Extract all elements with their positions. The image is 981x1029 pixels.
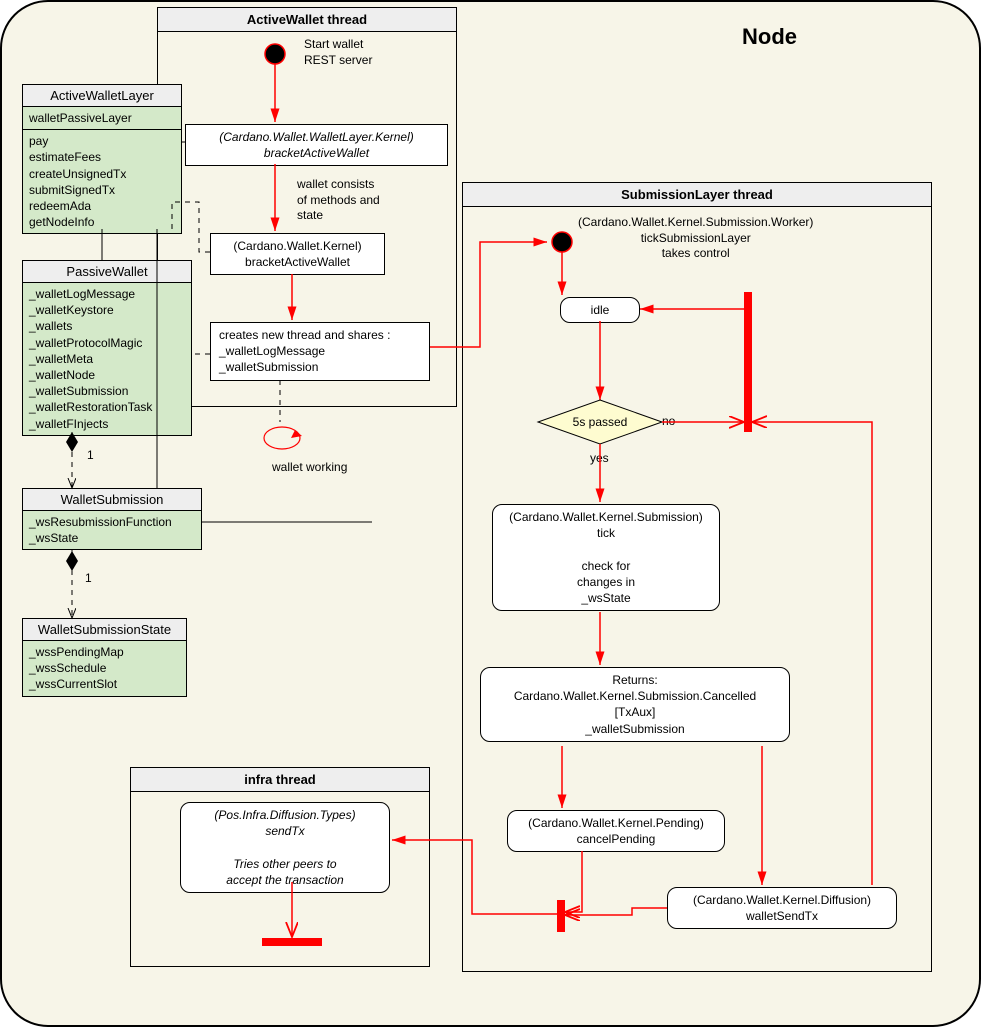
infra-thread-title: infra thread (131, 768, 429, 792)
bracket-active-wallet: (Cardano.Wallet.Kernel) bracketActiveWal… (210, 233, 385, 275)
sendtx-line2: sendTx (265, 824, 304, 838)
bracket1-line1: (Cardano.Wallet.WalletLayer.Kernel) (219, 130, 414, 144)
start-wallet-text: Start wallet REST server (304, 37, 372, 68)
comp-label-1b: 1 (85, 571, 92, 585)
sendtx-line3: Tries other peers to (233, 857, 336, 871)
returns-box: Returns: Cardano.Wallet.Kernel.Submissio… (480, 667, 790, 742)
activewallet-thread-title: ActiveWallet thread (158, 8, 456, 32)
class-walletsubmission-sec1: _wsResubmissionFunction _wsState (23, 511, 201, 549)
class-walletsubmissionstate-sec1: _wssPendingMap _wssSchedule _wssCurrentS… (23, 641, 186, 696)
class-walletsubmissionstate-title: WalletSubmissionState (23, 619, 186, 641)
bracket2-line1: (Cardano.Wallet.Kernel) (233, 239, 361, 253)
bracket-active-wallet-kernel: (Cardano.Wallet.WalletLayer.Kernel) brac… (185, 124, 448, 166)
tick-control-text: (Cardano.Wallet.Kernel.Submission.Worker… (578, 215, 813, 262)
class-activewalletlayer-title: ActiveWalletLayer (23, 85, 181, 107)
wallet-consists-text: wallet consists of methods and state (297, 177, 380, 224)
decision-no-label: no (662, 414, 675, 428)
bracket1-line2: bracketActiveWallet (264, 146, 369, 160)
wallet-sendtx-box: (Cardano.Wallet.Kernel.Diffusion) wallet… (667, 887, 897, 929)
sendtx-box: (Pos.Infra.Diffusion.Types) sendTx Tries… (180, 802, 390, 893)
submission-thread-title: SubmissionLayer thread (463, 183, 931, 207)
class-passivewallet: PassiveWallet _walletLogMessage _walletK… (22, 260, 192, 436)
class-activewalletlayer-sec2: pay estimateFees createUnsignedTx submit… (23, 130, 181, 233)
diagram-canvas: Node ActiveWallet thread SubmissionLayer… (0, 0, 981, 1027)
comp-label-1a: 1 (87, 448, 94, 462)
bracket2-line2: bracketActiveWallet (245, 255, 350, 269)
idle-box: idle (560, 297, 640, 323)
class-activewalletlayer-sec1: walletPassiveLayer (23, 107, 181, 130)
creates-new-thread-box: creates new thread and shares : _walletL… (210, 322, 430, 381)
main-title: Node (742, 24, 797, 50)
tick-box: (Cardano.Wallet.Kernel.Submission) tick … (492, 504, 720, 611)
class-passivewallet-sec1: _walletLogMessage _walletKeystore _walle… (23, 283, 191, 435)
wallet-working-text: wallet working (272, 460, 347, 476)
class-walletsubmission-title: WalletSubmission (23, 489, 201, 511)
decision-yes-label: yes (590, 451, 609, 465)
cancel-pending-box: (Cardano.Wallet.Kernel.Pending) cancelPe… (507, 810, 725, 852)
sendtx-line4: accept the transaction (226, 873, 343, 887)
class-walletsubmissionstate: WalletSubmissionState _wssPendingMap _ws… (22, 618, 187, 697)
class-passivewallet-title: PassiveWallet (23, 261, 191, 283)
sendtx-line1: (Pos.Infra.Diffusion.Types) (214, 808, 355, 822)
class-walletsubmission: WalletSubmission _wsResubmissionFunction… (22, 488, 202, 550)
class-activewalletlayer: ActiveWalletLayer walletPassiveLayer pay… (22, 84, 182, 234)
